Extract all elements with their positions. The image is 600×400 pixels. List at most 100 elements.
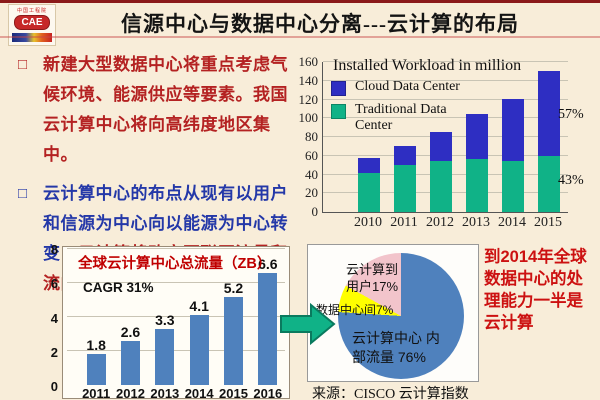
y-tick-label: 0	[311, 204, 319, 219]
y-tick-label: 80	[305, 129, 318, 144]
share-label-57: 57%	[558, 107, 584, 122]
source-note: 来源：CISCO 云计算指数	[312, 387, 469, 400]
x-tick-label: 2012	[116, 386, 145, 400]
bar-segment-cloud	[358, 157, 380, 173]
bar-segment-cloud	[538, 71, 560, 156]
bar-segment-cloud	[430, 132, 452, 162]
workload-chart: 160 140 120 100 80 60 40 20 0 Installed Workload…	[295, 52, 598, 238]
bar-segment-traditional	[466, 158, 488, 212]
x-tick-label: 2014	[184, 386, 214, 400]
y-tick-label: 4	[50, 310, 58, 326]
workload-bars	[323, 62, 568, 212]
gridline	[67, 248, 285, 249]
logo-acronym: CAE	[14, 15, 50, 30]
gridline	[323, 79, 568, 81]
bar-group: 4.1	[182, 298, 216, 385]
bar-group: 6.6	[251, 256, 285, 385]
bar-segment-traditional	[538, 155, 560, 212]
pie-chart-panel: 云计算到用户17% 数据中心间7% 云计算中心 内部流量 76%	[307, 244, 479, 382]
bar-segment-traditional	[358, 172, 380, 212]
pie-label-cloud-to-user: 云计算到用户17%	[346, 262, 399, 294]
traffic-chart: 1.8 2.6 3.3 4.1 5.2 6.6 全球云计算中心总流量（ZB） CAGR 3…	[62, 246, 290, 400]
x-tick-label: 2012	[426, 215, 454, 230]
cloud-legend-swatch-icon	[331, 81, 346, 96]
bar-segment-traditional	[394, 165, 416, 212]
traffic-plot-area: 1.8 2.6 3.3 4.1 5.2 6.6	[67, 248, 285, 385]
bar-segment-traditional	[430, 161, 452, 212]
traffic-bars: 1.8 2.6 3.3 4.1 5.2 6.6	[67, 249, 285, 385]
bar	[258, 272, 278, 385]
workload-y-axis: 160 140 120 100 80 60 40 20 0	[295, 54, 319, 220]
title-underline	[0, 36, 600, 38]
share-label-43: 43%	[558, 173, 584, 188]
bar-group	[351, 157, 387, 212]
bar-value-label: 3.3	[155, 311, 175, 328]
traffic-x-axis: 2011 2012 2013 2014 2015 2016	[67, 386, 285, 400]
pie-label-between-datacenters: 数据中心间7%	[316, 303, 394, 317]
bar-group	[423, 132, 459, 212]
workload-plot-area	[322, 61, 568, 213]
x-tick-label: 2015	[219, 386, 248, 400]
legend-item-cloud: Cloud Data Center	[331, 79, 461, 96]
top-border-line	[0, 0, 600, 3]
bar	[120, 340, 140, 385]
y-tick-label: 20	[305, 185, 318, 201]
bullet-square-icon: □	[18, 56, 28, 73]
cae-logo: 中国工程院 CAE	[8, 4, 56, 46]
bar-segment-cloud	[394, 146, 416, 166]
red-callout-text: 到2014年全球数据中心的处理能力一半是云计算	[484, 248, 587, 332]
cagr-label: CAGR 31%	[83, 280, 154, 295]
x-tick-label: 2016	[253, 386, 283, 400]
x-tick-label: 2013	[150, 386, 180, 400]
traditional-legend-swatch-icon	[331, 104, 346, 119]
bar	[155, 328, 175, 385]
y-tick-label: 40	[305, 166, 318, 182]
x-tick-label: 2015	[534, 215, 562, 230]
gridline	[323, 117, 568, 119]
y-tick-label: 120	[298, 91, 319, 107]
bullet-1-text: 新建大型数据中心将重点考虑气候环境、能源供应等要素。我国云计算中心将向高纬度地区…	[43, 55, 288, 164]
gridline	[67, 282, 285, 283]
x-tick-label: 2013	[462, 215, 490, 230]
bar-segment-cloud	[466, 113, 488, 159]
y-tick-label: 100	[298, 110, 319, 126]
bullet-item-1: □ 新建大型数据中心将重点考虑气候环境、能源供应等要素。我国云计算中心将向高纬度…	[18, 50, 302, 170]
bar-group: 2.6	[113, 324, 147, 385]
bar-value-label: 1.8	[86, 337, 106, 354]
bar-value-label: 6.6	[258, 255, 278, 272]
pie-label-internal-traffic: 云计算中心 内部流量 76%	[352, 330, 440, 365]
bar	[223, 296, 243, 385]
gridline	[323, 98, 568, 100]
bar-segment-cloud	[502, 98, 524, 162]
gridline	[67, 316, 285, 317]
gridline	[67, 350, 285, 351]
bar-value-label: 4.1	[189, 298, 209, 315]
bar	[189, 315, 209, 385]
bar-group: 1.8	[79, 337, 113, 385]
y-tick-label: 160	[298, 54, 319, 69]
y-tick-label: 8	[50, 242, 58, 257]
x-tick-label: 2010	[354, 215, 382, 230]
y-tick-label: 6	[50, 276, 58, 292]
x-tick-label: 2014	[498, 215, 526, 230]
logo-color-strip	[12, 33, 52, 42]
x-tick-label: 2011	[390, 215, 418, 230]
bar-group: 5.2	[216, 280, 250, 385]
bar-value-label: 5.2	[223, 279, 244, 296]
bar-group: 3.3	[148, 312, 182, 385]
bar	[86, 354, 106, 385]
legend-traditional-label: Traditional Data Center	[355, 102, 447, 133]
logo-caption: 中国工程院	[16, 8, 47, 14]
legend-cloud-label: Cloud Data Center	[355, 79, 460, 94]
traffic-y-axis: 8 6 4 2 0	[42, 242, 58, 394]
x-tick-label: 2011	[82, 386, 111, 400]
arrow-right-icon	[280, 303, 336, 345]
workload-x-axis: 2010 2011 2012 2013 2014 2015	[322, 215, 567, 231]
y-tick-label: 140	[298, 72, 319, 88]
bar-value-label: 2.6	[120, 323, 141, 340]
y-tick-label: 0	[50, 379, 58, 394]
bar-group	[387, 146, 423, 212]
traffic-chart-title: 全球云计算中心总流量（ZB）	[78, 256, 272, 272]
page-title: 信源中心与数据中心分离---云计算的布局	[121, 12, 519, 36]
